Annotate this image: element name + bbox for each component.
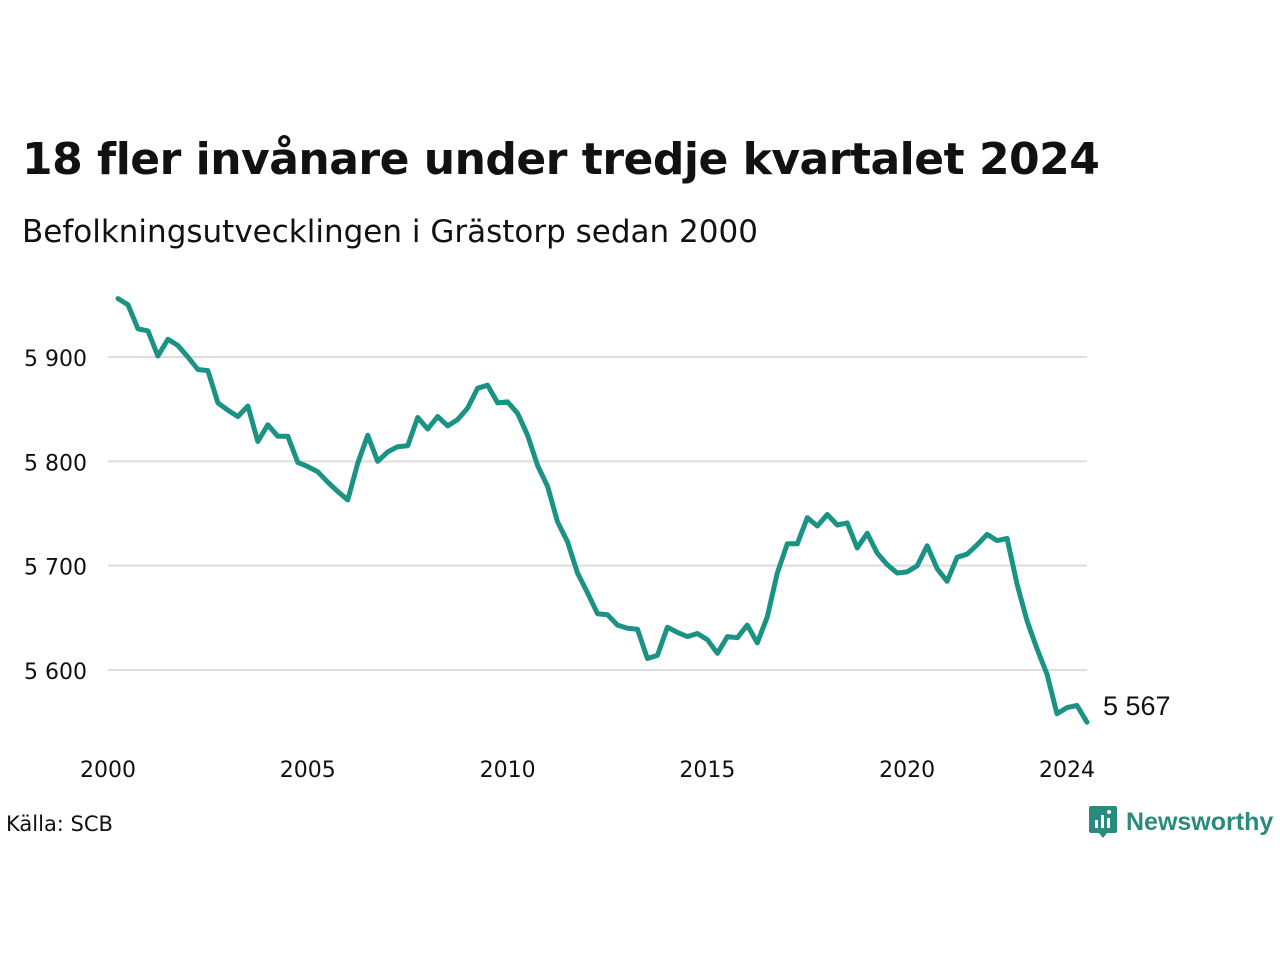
- x-tick-label: 2010: [480, 758, 536, 783]
- x-tick-label: 2000: [80, 758, 136, 783]
- x-tick-label: 2024: [1039, 758, 1095, 783]
- population-line: [115, 296, 1090, 725]
- chart-title: 18 fler invånare under tredje kvartalet …: [22, 134, 1100, 185]
- y-tick-label: 5 700: [24, 556, 87, 581]
- chart-subtitle: Befolkningsutvecklingen i Grästorp sedan…: [22, 214, 758, 250]
- x-tick-label: 2005: [280, 758, 336, 783]
- y-tick-label: 5 600: [24, 660, 87, 685]
- brand[interactable]: Newsworthy: [1088, 804, 1273, 840]
- x-tick-label: 2015: [679, 758, 735, 783]
- x-tick-label: 2020: [879, 758, 935, 783]
- newsworthy-logo-icon: [1088, 805, 1118, 839]
- y-tick-label: 5 800: [24, 451, 87, 476]
- source-note: Källa: SCB: [6, 812, 113, 836]
- y-gridlines: [108, 356, 1087, 671]
- brand-name: Newsworthy: [1126, 807, 1274, 836]
- y-tick-label: 5 900: [24, 347, 87, 372]
- end-value-label: 5 567: [1103, 691, 1171, 721]
